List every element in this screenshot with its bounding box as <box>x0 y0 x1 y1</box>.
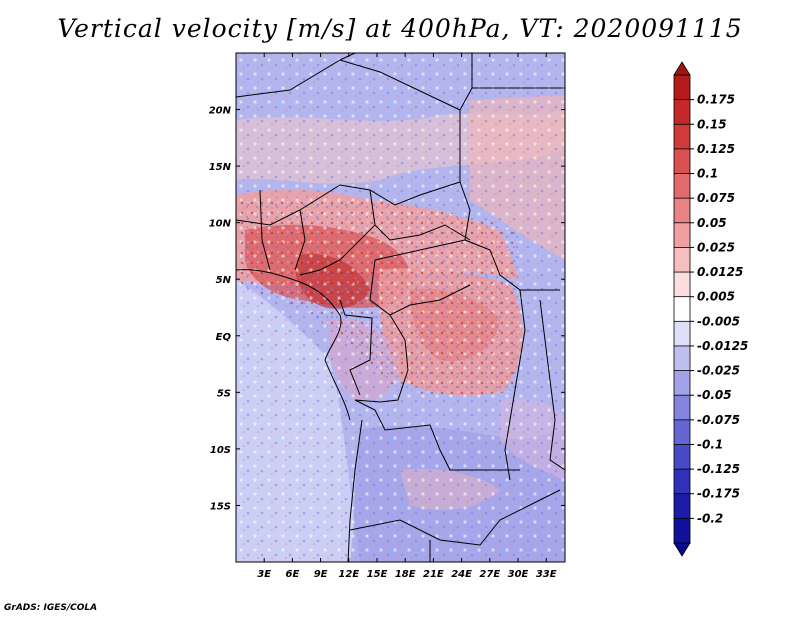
lon-tick-label: 30E <box>508 569 529 580</box>
colorbar-down-arrow-icon <box>673 542 691 557</box>
longitude-axis: 3E 6E 9E 12E 15E 18E 21E 24E 27E 30E 33E <box>257 53 557 580</box>
colorbar-label: -0.005 <box>697 314 740 328</box>
colorbar-label: 0.175 <box>697 93 735 107</box>
colorbar-label: 0.05 <box>697 216 727 230</box>
lat-tick-label: 5S <box>217 388 231 399</box>
colorbar-swatch <box>673 197 691 224</box>
lat-tick-label: 10N <box>209 219 232 230</box>
colorbar-swatch <box>673 296 691 323</box>
colorbar-label: -0.0125 <box>697 339 748 353</box>
colorbar: 0.175 0.15 0.125 0.1 0.075 0.05 0.025 0.0125 0.0… <box>673 61 748 557</box>
colorbar-swatch <box>673 271 691 298</box>
lat-tick-label: 10S <box>210 445 231 456</box>
colorbar-swatch <box>673 99 691 126</box>
lat-tick-label: 20N <box>209 106 232 117</box>
colorbar-label: 0.025 <box>697 240 735 254</box>
colorbar-swatch <box>673 222 691 249</box>
lon-tick-label: 21E <box>423 569 444 580</box>
colorbar-swatch <box>673 148 691 175</box>
colorbar-swatch <box>673 493 691 520</box>
colorbar-swatch <box>673 419 691 446</box>
colorbar-swatch <box>673 345 691 372</box>
colorbar-swatch <box>673 370 691 397</box>
colorbar-label: 0.0125 <box>697 265 743 279</box>
colorbar-label: -0.075 <box>697 413 740 427</box>
lon-tick-label: 27E <box>479 569 500 580</box>
lon-tick-label: 9E <box>314 569 328 580</box>
lon-tick-label: 33E <box>536 569 557 580</box>
colorbar-up-arrow-icon <box>673 61 691 76</box>
colorbar-swatch <box>673 123 691 150</box>
colorbar-label: -0.125 <box>697 462 740 476</box>
lat-tick-label: 5N <box>216 275 232 286</box>
colorbar-label: -0.175 <box>697 487 740 501</box>
lon-tick-label: 3E <box>257 569 271 580</box>
colorbar-swatch <box>673 74 691 101</box>
colorbar-label: 0.005 <box>697 290 735 304</box>
colorbar-label: 0.075 <box>697 191 735 205</box>
lon-tick-label: 6E <box>286 569 300 580</box>
colorbar-label: -0.025 <box>697 364 740 378</box>
colorbar-label: 0.125 <box>697 142 735 156</box>
lon-tick-label: 15E <box>367 569 388 580</box>
colorbar-swatch <box>673 320 691 347</box>
colorbar-label: 0.15 <box>697 117 727 131</box>
colorbar-label: -0.2 <box>697 511 723 525</box>
colorbar-swatch <box>673 394 691 421</box>
lat-tick-label: EQ <box>216 332 232 343</box>
colorbar-label: -0.1 <box>697 437 723 451</box>
credit-label: GrADS: IGES/COLA <box>4 603 98 613</box>
colorbar-label: 0.1 <box>697 167 718 181</box>
lat-tick-label: 15N <box>209 162 232 173</box>
colorbar-swatch <box>673 468 691 495</box>
lat-tick-label: 15S <box>210 501 231 512</box>
lon-tick-label: 24E <box>451 569 472 580</box>
lon-tick-label: 18E <box>395 569 416 580</box>
vertical-velocity-field <box>236 53 565 562</box>
map-frame <box>235 52 566 563</box>
colorbar-swatch <box>673 517 691 544</box>
colorbar-swatch <box>673 247 691 273</box>
chart-title: Vertical velocity [m/s] at 400hPa, VT: 2… <box>57 14 743 43</box>
latitude-axis: 20N 15N 10N 5N EQ 5S 10S 15S <box>209 106 565 512</box>
colorbar-label: -0.05 <box>697 388 732 402</box>
colorbar-swatch <box>673 173 691 200</box>
country-borders <box>236 53 565 562</box>
colorbar-swatch <box>673 444 691 471</box>
lon-tick-label: 12E <box>338 569 359 580</box>
